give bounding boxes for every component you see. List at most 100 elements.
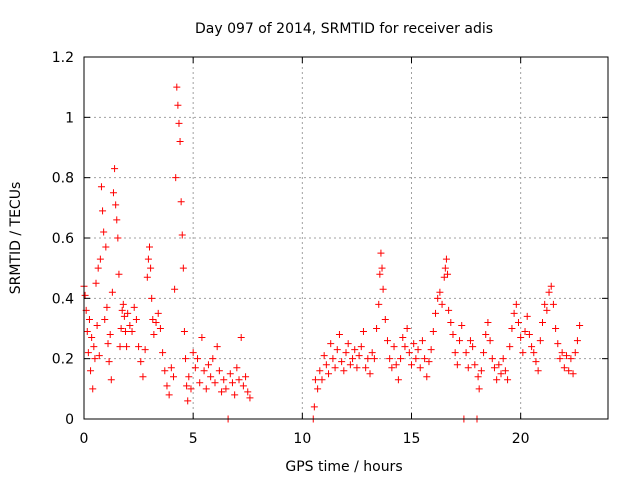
data-point xyxy=(427,346,435,354)
data-point xyxy=(560,364,568,372)
data-point xyxy=(534,367,542,375)
data-point xyxy=(436,288,444,296)
data-point xyxy=(501,367,509,375)
data-point xyxy=(144,255,152,263)
axis-ticks xyxy=(83,56,608,420)
data-point xyxy=(237,334,245,342)
data-point xyxy=(351,346,359,354)
x-tick-label: 0 xyxy=(80,431,89,447)
data-point xyxy=(510,309,518,317)
data-point xyxy=(222,385,230,393)
data-point xyxy=(416,364,424,372)
data-point xyxy=(149,315,157,323)
data-point xyxy=(532,358,540,366)
data-point xyxy=(176,137,184,145)
data-point xyxy=(521,328,529,336)
data-point xyxy=(104,340,112,348)
data-point xyxy=(445,306,453,314)
data-point xyxy=(117,325,125,332)
data-point xyxy=(89,385,97,393)
data-point xyxy=(340,367,348,375)
data-point xyxy=(536,337,544,345)
data-point xyxy=(477,367,485,375)
y-tick-label: 0.8 xyxy=(52,171,74,187)
y-tick-label: 0.2 xyxy=(52,352,74,368)
data-point xyxy=(233,364,241,372)
data-point xyxy=(447,318,455,326)
data-point xyxy=(565,367,573,375)
data-point xyxy=(458,321,466,329)
data-point xyxy=(113,216,121,224)
data-point xyxy=(486,337,494,345)
x-axis-label: GPS time / hours xyxy=(285,459,402,475)
data-point xyxy=(506,343,514,351)
data-point xyxy=(392,361,400,369)
data-point xyxy=(242,373,250,381)
data-point xyxy=(480,349,488,357)
data-point xyxy=(115,270,123,278)
data-point xyxy=(335,331,343,339)
y-tick-label: 0.4 xyxy=(52,291,74,307)
data-point xyxy=(194,355,202,363)
data-point xyxy=(218,388,226,396)
data-point xyxy=(96,255,104,263)
data-point xyxy=(490,364,498,372)
data-point xyxy=(170,373,178,381)
data-point xyxy=(441,264,449,272)
data-point xyxy=(130,303,138,311)
data-point xyxy=(310,403,318,411)
data-point xyxy=(202,385,210,393)
data-point xyxy=(373,325,381,332)
data-point xyxy=(362,364,370,372)
data-point xyxy=(453,361,461,369)
data-point xyxy=(504,376,512,384)
x-tick-label: 15 xyxy=(403,431,421,447)
data-point xyxy=(543,306,551,314)
data-point xyxy=(390,343,398,351)
data-point xyxy=(423,373,431,381)
data-point xyxy=(386,355,394,363)
data-point xyxy=(517,334,525,342)
data-point xyxy=(359,328,367,336)
data-point xyxy=(154,309,162,317)
data-point xyxy=(438,300,446,308)
data-point xyxy=(116,343,124,351)
data-point xyxy=(226,370,234,378)
data-point xyxy=(148,294,156,302)
data-point xyxy=(204,361,212,369)
data-point xyxy=(471,361,479,369)
data-point xyxy=(175,119,183,127)
data-point xyxy=(403,325,411,332)
data-point xyxy=(180,328,188,336)
data-point xyxy=(318,376,326,384)
data-point xyxy=(405,349,413,357)
data-point xyxy=(84,349,92,357)
data-point xyxy=(525,331,533,339)
data-point xyxy=(156,325,164,332)
data-point xyxy=(370,355,378,363)
data-point xyxy=(183,382,191,390)
data-point xyxy=(228,379,236,387)
data-point xyxy=(187,385,195,393)
data-point xyxy=(442,255,450,263)
data-point xyxy=(464,364,472,372)
data-point xyxy=(514,318,522,326)
y-tick-label: 0 xyxy=(65,412,74,428)
data-point xyxy=(539,318,546,326)
data-point xyxy=(128,328,136,336)
data-point xyxy=(528,343,536,351)
data-point xyxy=(375,300,383,308)
data-point xyxy=(368,349,376,357)
data-point xyxy=(235,376,243,384)
axis-tick-labels: 0 0.2 0.4 0.6 0.8 1 1.2 0 5 10 15 20 xyxy=(52,50,530,447)
data-point xyxy=(171,285,179,293)
data-point xyxy=(126,321,134,329)
data-point xyxy=(207,373,215,381)
data-point xyxy=(178,231,186,239)
x-tick-label: 20 xyxy=(512,431,530,447)
data-point xyxy=(394,376,402,384)
data-point xyxy=(545,288,553,296)
data-point xyxy=(379,285,387,293)
